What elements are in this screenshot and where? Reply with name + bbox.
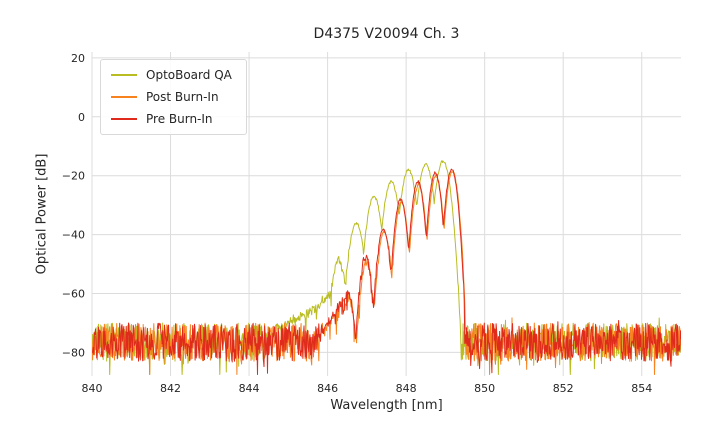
x-tick-label: 846 bbox=[317, 382, 338, 395]
y-axis-label: Optical Power [dB] bbox=[34, 153, 50, 275]
y-tick-label: −40 bbox=[62, 229, 85, 242]
x-axis-label: Wavelength [nm] bbox=[330, 398, 443, 413]
legend-item: Post Burn-In bbox=[111, 90, 232, 104]
x-tick-label: 840 bbox=[82, 382, 103, 395]
x-tick-label: 850 bbox=[474, 382, 495, 395]
legend-line-sample bbox=[111, 118, 137, 120]
chart-title: D4375 V20094 Ch. 3 bbox=[313, 26, 460, 42]
legend-label: Pre Burn-In bbox=[146, 112, 213, 126]
legend-item: Pre Burn-In bbox=[111, 112, 232, 126]
legend-line-sample bbox=[111, 74, 137, 76]
y-tick-label: −20 bbox=[62, 170, 85, 183]
legend-line-sample bbox=[111, 96, 137, 98]
x-tick-label: 852 bbox=[553, 382, 574, 395]
legend: OptoBoard QA Post Burn-In Pre Burn-In bbox=[100, 59, 247, 135]
y-tick-label: −60 bbox=[62, 288, 85, 301]
y-tick-label: 0 bbox=[78, 111, 85, 124]
x-tick-label: 844 bbox=[239, 382, 260, 395]
y-tick-label: 20 bbox=[71, 52, 85, 65]
y-tick-label: −80 bbox=[62, 346, 85, 359]
legend-item: OptoBoard QA bbox=[111, 68, 232, 82]
series-line-pre-burn-in bbox=[92, 168, 681, 375]
x-tick-label: 848 bbox=[396, 382, 417, 395]
legend-label: OptoBoard QA bbox=[146, 68, 232, 82]
legend-label: Post Burn-In bbox=[146, 90, 219, 104]
x-tick-label: 842 bbox=[160, 382, 181, 395]
x-tick-label: 854 bbox=[631, 382, 652, 395]
